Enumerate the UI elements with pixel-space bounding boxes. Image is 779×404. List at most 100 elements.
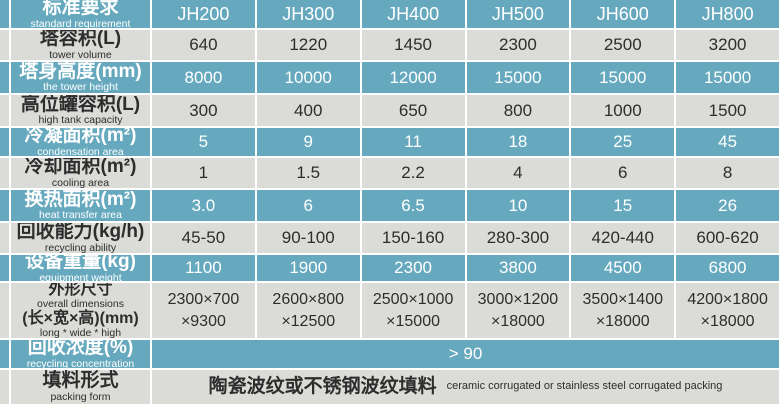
value-cell: 3000×1200 ×18000 [466,283,570,338]
value-cell: 5 [152,128,255,156]
value-cell: 15 [571,190,675,221]
column-header: JH300 [256,0,360,28]
row-label: 回收能力(kg/h) recycling ability [11,223,150,253]
value-cell: 650 [361,95,465,126]
row-label-zh: 冷凝面积(m²) [24,128,137,147]
row-rail [0,283,9,338]
row-label-zh: 外形尺寸 [48,283,113,298]
row-label: 塔身高度(mm) the tower height [11,62,150,93]
row-label: 回收浓度(%) recycling concentration [11,340,150,368]
row-label-en2: long * wide * high [39,327,122,338]
column-header: JH200 [152,0,255,28]
value-cell: 15000 [676,62,779,93]
value-cell: 2500 [571,30,675,60]
value-cell: 6800 [676,255,779,281]
row-label: 换热面积(m²) heat transfer area [11,190,150,221]
value-cell: 640 [152,30,255,60]
row-rail [0,370,9,404]
row-rail [0,30,9,60]
row-rail [0,223,9,253]
value-cell: 400 [256,95,360,126]
value-cell: 10000 [256,62,360,93]
value-cell: 6.5 [361,190,465,221]
value-cell: 4500 [571,255,675,281]
value-cell: 1.5 [256,158,360,188]
value-cell: 9 [256,128,360,156]
value-cell: 3.0 [152,190,255,221]
value-cell: 26 [676,190,779,221]
value-cell: 1000 [571,95,675,126]
concentration-span-value: > 90 [152,340,779,368]
row-label-zh: 回收能力(kg/h) [16,223,145,243]
value-cell: 4200×1800 ×18000 [676,283,779,338]
value-cell: 45-50 [152,223,255,253]
row-label: 冷凝面积(m²) condensation area [11,128,150,156]
row-label-zh: 冷却面积(m²) [24,158,137,178]
row-label-zh: 回收浓度(%) [27,340,134,359]
value-cell: 11 [361,128,465,156]
row-rail [0,0,9,28]
row-label-en: equipment weight [39,271,122,281]
row-label-en: cooling area [51,176,110,188]
value-cell: 15000 [571,62,675,93]
row-rail [0,340,9,368]
row-label-zh: 填料形式 [42,370,119,392]
row-label: 外形尺寸 overall dimensions (长×宽×高)(mm) long… [11,283,150,338]
row-label-zh: 设备重量(kg) [25,255,136,273]
header-label-zh: 标准要求 [42,0,119,19]
row-label: 塔容积(L) tower volume [11,30,150,60]
row-rail [0,158,9,188]
row-label-en: recycling concentration [26,357,135,368]
value-cell: 90-100 [256,223,360,253]
row-label-zh: 高位罐容积(L) [20,95,141,115]
value-cell: 420-440 [571,223,675,253]
packing-value-zh: 陶瓷波纹或不锈钢波纹填料 [208,376,437,398]
column-header: JH500 [466,0,570,28]
packing-value-en: ceramic corrugated or stainless steel co… [446,380,723,393]
row-rail [0,190,9,221]
row-rail [0,95,9,126]
value-cell: 2300 [361,255,465,281]
value-cell: 1 [152,158,255,188]
header-label-en: standard requirement [30,17,131,28]
value-cell: 45 [676,128,779,156]
row-label-en: overall dimensions [37,298,124,311]
row-label-en: packing form [50,390,111,403]
row-rail [0,62,9,93]
row-label-en: the tower height [43,81,118,93]
value-cell: 3800 [466,255,570,281]
row-label-en: recycling ability [44,241,117,253]
row-label: 高位罐容积(L) high tank capacity [11,95,150,126]
value-cell: 150-160 [361,223,465,253]
value-cell: 2.2 [361,158,465,188]
value-cell: 280-300 [466,223,570,253]
value-cell: 1900 [256,255,360,281]
row-label: 填料形式 packing form [11,370,150,404]
value-cell: 2500×1000 ×15000 [361,283,465,338]
value-cell: 8000 [152,62,255,93]
value-cell: 18 [466,128,570,156]
value-cell: 8 [676,158,779,188]
row-label-en: condensation area [37,145,124,156]
value-cell: 1450 [361,30,465,60]
row-label-zh: 塔容积(L) [39,30,122,50]
value-cell: 3500×1400 ×18000 [571,283,675,338]
row-label-en: tower volume [49,48,112,60]
value-cell: 4 [466,158,570,188]
value-cell: 1100 [152,255,255,281]
value-cell: 12000 [361,62,465,93]
value-cell: 300 [152,95,255,126]
value-cell: 600-620 [676,223,779,253]
value-cell: 3200 [676,30,779,60]
value-cell: 6 [571,158,675,188]
column-header: JH600 [571,0,675,28]
row-label-zh2: (长×宽×高)(mm) [22,309,139,327]
row-label: 冷却面积(m²) cooling area [11,158,150,188]
packing-span-value: 陶瓷波纹或不锈钢波纹填料 ceramic corrugated or stain… [152,370,779,404]
row-rail [0,255,9,281]
row-label-zh: 换热面积(m²) [24,190,137,210]
column-header: JH400 [361,0,465,28]
column-header: JH800 [676,0,779,28]
value-cell: 25 [571,128,675,156]
